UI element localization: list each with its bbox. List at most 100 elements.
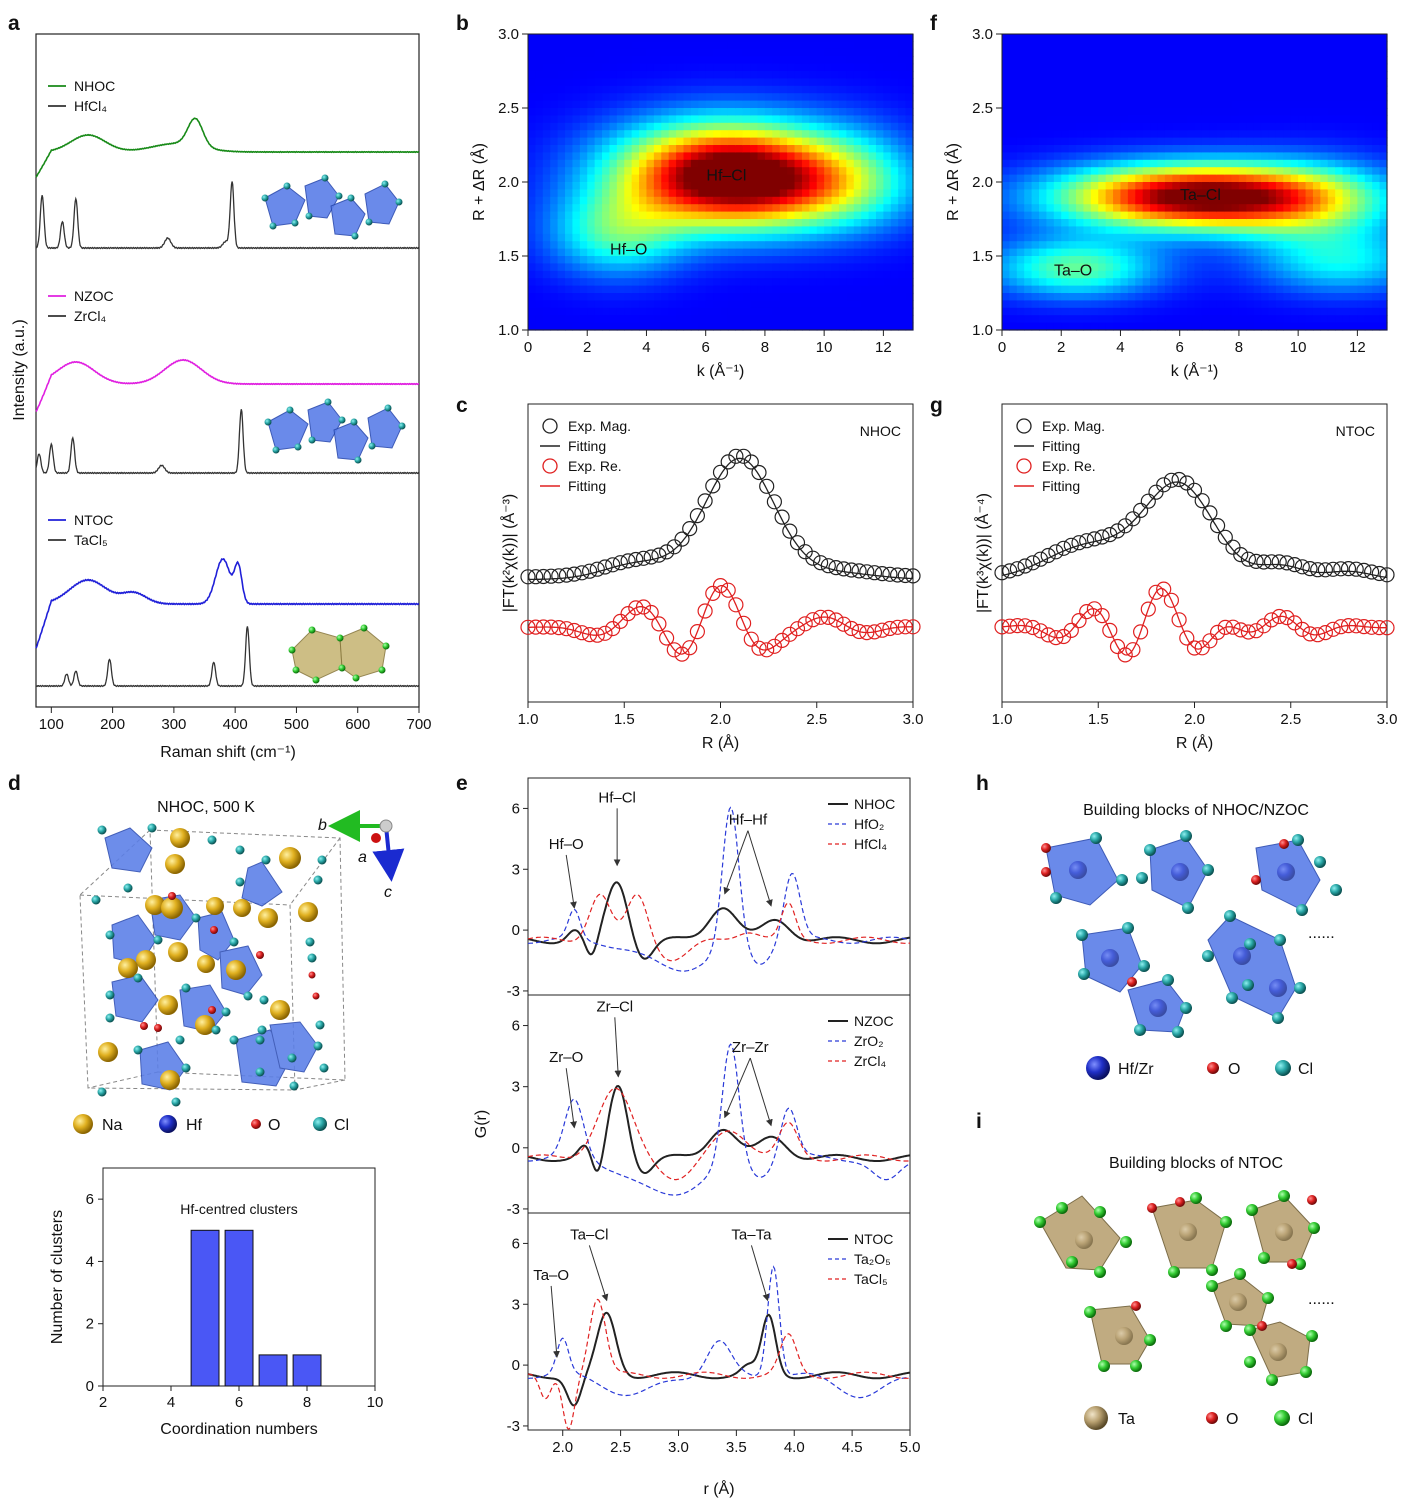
heatmap-cell xyxy=(816,285,825,294)
heatmap-cell xyxy=(572,152,581,161)
heatmap-cell xyxy=(1068,34,1077,42)
heatmap-cell xyxy=(1194,115,1203,124)
heatmap-cell xyxy=(1290,241,1299,250)
heatmap-cell xyxy=(698,270,707,279)
heatmap-cell xyxy=(565,315,574,324)
heatmap-cell xyxy=(1009,145,1018,153)
heatmap-cell xyxy=(1372,41,1381,50)
exafs-magnitude-point xyxy=(1063,537,1079,553)
heatmap-cell xyxy=(1164,167,1173,176)
heatmap-cell xyxy=(838,219,847,227)
heatmap-cell xyxy=(698,152,707,161)
heatmap-cell xyxy=(528,263,536,272)
heatmap-cell xyxy=(757,167,766,176)
heatmap-cell xyxy=(1238,56,1247,65)
heatmap-cell xyxy=(1246,248,1255,257)
heatmap-cell xyxy=(764,182,773,190)
heatmap-cell xyxy=(1357,145,1366,153)
heatmap-cell xyxy=(1261,315,1270,324)
heatmap-cell xyxy=(1305,263,1314,272)
heatmap-cell xyxy=(676,322,685,331)
heatmap-cell xyxy=(750,174,759,183)
heatmap-cell xyxy=(1187,300,1196,309)
heatmap-cell xyxy=(550,63,559,72)
heatmap-cell xyxy=(1105,108,1114,116)
heatmap-cell xyxy=(1031,315,1040,324)
heatmap-cell xyxy=(609,204,618,213)
heatmap-cell xyxy=(1135,174,1144,183)
heatmap-cell xyxy=(1053,233,1062,242)
heatmap-cell xyxy=(1135,41,1144,50)
heatmap-cell xyxy=(1342,307,1351,316)
heatmap-cell xyxy=(1120,145,1129,153)
heatmap-cell xyxy=(535,167,544,176)
heatmap-cell xyxy=(742,315,751,324)
heatmap-cell xyxy=(1157,85,1166,94)
heatmap-cell xyxy=(1157,41,1166,50)
heatmap-cell xyxy=(557,137,566,146)
heatmap-cell xyxy=(1135,167,1144,176)
heatmap-cell xyxy=(779,204,788,213)
exafs-magnitude-point xyxy=(635,550,652,566)
heatmap-cell xyxy=(1157,174,1166,183)
heatmap-cell xyxy=(1172,196,1181,205)
heatmap-cell xyxy=(838,196,847,205)
heatmap-cell xyxy=(846,122,855,131)
bar-x-tick-label: 6 xyxy=(235,1394,243,1411)
heatmap-cell xyxy=(1290,270,1299,279)
heatmap-cell xyxy=(557,270,566,279)
heatmap-cell xyxy=(1053,71,1062,79)
heatmap-cell xyxy=(1201,196,1210,205)
heatmap-cell xyxy=(898,278,907,287)
heatmap-cell xyxy=(698,293,707,301)
heatmap-cell xyxy=(594,219,603,227)
heatmap-cell xyxy=(846,315,855,324)
heatmap-cell xyxy=(861,182,870,190)
heatmap-cell xyxy=(1016,300,1025,309)
exafs-magnitude-point xyxy=(689,507,706,524)
heatmap-cell xyxy=(853,219,862,227)
heatmap-cell xyxy=(1120,34,1129,42)
heatmap-cell xyxy=(831,56,840,65)
heatmap-cell xyxy=(1312,248,1321,257)
heatmap-cell xyxy=(690,256,699,264)
heatmap-cell xyxy=(565,167,574,176)
exafs-real-point xyxy=(905,619,921,635)
heatmap-cell xyxy=(1298,196,1307,205)
heatmap-cell xyxy=(1372,78,1381,87)
heatmap-cell xyxy=(1349,41,1358,50)
heatmap-cell xyxy=(750,307,759,316)
heatmap-cell xyxy=(616,196,625,205)
heatmap-cell xyxy=(727,174,736,183)
heatmap-cell xyxy=(579,278,588,287)
heatmap-cell xyxy=(542,63,551,72)
heatmap-cell xyxy=(1113,211,1122,220)
heatmap-cell xyxy=(1275,93,1284,102)
heatmap-cell xyxy=(1024,41,1033,50)
heatmap-cell xyxy=(853,93,862,102)
heatmap-cell xyxy=(750,130,759,139)
heatmap-cell xyxy=(809,115,818,124)
heatmap-cell xyxy=(653,145,662,153)
heatmap-cell xyxy=(1098,78,1107,87)
heatmap-cell xyxy=(772,63,781,72)
heatmap-cell xyxy=(1224,241,1233,250)
heatmap-cell xyxy=(742,63,751,72)
heatmap-cell xyxy=(883,100,892,109)
heatmap-cell xyxy=(824,204,833,213)
heatmap-cell xyxy=(1224,100,1233,109)
heatmap-cell xyxy=(624,278,633,287)
heatmap-cell xyxy=(668,48,677,57)
heatmap-cell xyxy=(816,270,825,279)
heatmap-cell xyxy=(1201,115,1210,124)
heatmap-cell xyxy=(883,108,892,116)
exafs-real-point xyxy=(520,619,536,635)
heatmap-cell xyxy=(1061,152,1070,161)
heatmap-cell xyxy=(690,78,699,87)
heatmap-cell xyxy=(653,300,662,309)
heatmap-cell xyxy=(1016,263,1025,272)
heatmap-cell xyxy=(1068,263,1077,272)
heatmap-cell xyxy=(624,241,633,250)
heatmap-cell xyxy=(831,204,840,213)
heatmap-cell xyxy=(1061,56,1070,65)
